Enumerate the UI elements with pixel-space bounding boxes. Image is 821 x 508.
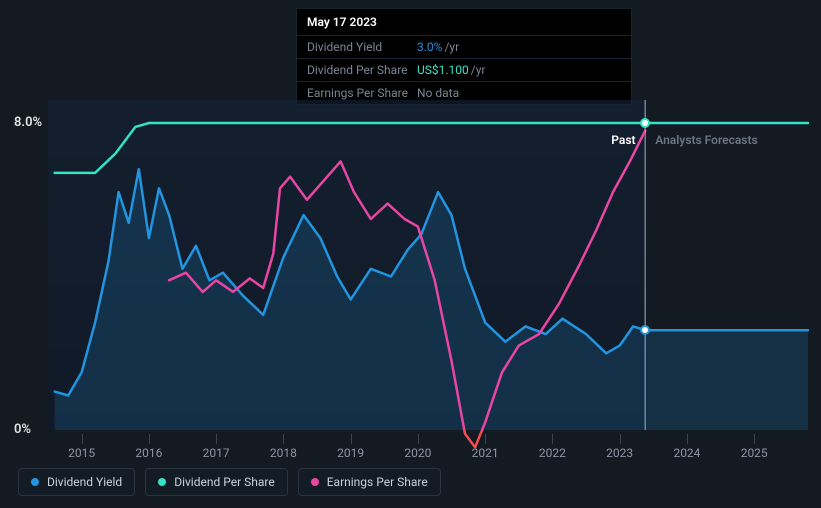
series-marker — [640, 118, 650, 128]
legend-item-dividend-per-share[interactable]: Dividend Per Share — [145, 468, 288, 496]
chart-legend: Dividend Yield Dividend Per Share Earnin… — [18, 468, 441, 496]
x-axis-label: 2019 — [337, 446, 364, 460]
tooltip-value: US$1.100/yr — [417, 63, 486, 77]
legend-item-earnings-per-share[interactable]: Earnings Per Share — [298, 468, 441, 496]
tooltip-value: 3.0%/yr — [417, 40, 459, 54]
cursor-line — [645, 100, 646, 430]
tooltip-label: Dividend Per Share — [307, 63, 417, 77]
chart-lines — [48, 100, 808, 430]
tooltip-label: Earnings Per Share — [307, 86, 417, 100]
tooltip-row: Dividend Per Share US$1.100/yr — [297, 59, 631, 82]
legend-dot-icon — [311, 478, 319, 486]
legend-dot-icon — [31, 478, 39, 486]
x-axis: 2015 2016 2017 2018 2019 2020 2021 2022 2023 2024… — [48, 434, 808, 464]
y-axis-label: 0% — [14, 422, 31, 437]
x-axis-label: 2022 — [539, 446, 566, 460]
x-axis-label: 2024 — [673, 446, 700, 460]
legend-label: Earnings Per Share — [327, 475, 428, 489]
legend-item-dividend-yield[interactable]: Dividend Yield — [18, 468, 135, 496]
past-label: Past — [611, 133, 635, 147]
legend-label: Dividend Yield — [47, 475, 122, 489]
chart-tooltip: May 17 2023 Dividend Yield 3.0%/yr Divid… — [296, 8, 632, 105]
x-axis-label: 2021 — [472, 446, 499, 460]
tooltip-value: No data — [417, 86, 461, 100]
series-marker — [640, 325, 650, 335]
legend-dot-icon — [158, 478, 166, 486]
forecast-label: Analysts Forecasts — [655, 133, 757, 147]
dividend-chart: May 17 2023 Dividend Yield 3.0%/yr Divid… — [0, 0, 821, 508]
x-axis-label: 2015 — [68, 446, 95, 460]
tooltip-row: Dividend Yield 3.0%/yr — [297, 36, 631, 59]
y-axis-label: 8.0% — [14, 115, 42, 130]
tooltip-label: Dividend Yield — [307, 40, 417, 54]
tooltip-date: May 17 2023 — [297, 9, 631, 36]
x-axis-label: 2025 — [741, 446, 768, 460]
x-axis-label: 2016 — [135, 446, 162, 460]
x-axis-label: 2023 — [606, 446, 633, 460]
legend-label: Dividend Per Share — [174, 475, 275, 489]
x-axis-label: 2018 — [270, 446, 297, 460]
plot-area[interactable] — [48, 100, 808, 430]
x-axis-label: 2020 — [404, 446, 431, 460]
x-axis-label: 2017 — [203, 446, 230, 460]
